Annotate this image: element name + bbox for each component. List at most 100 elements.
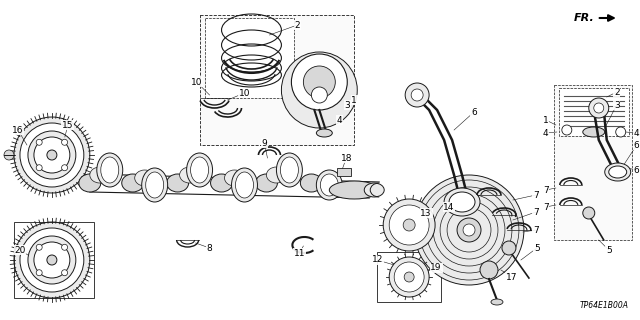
Bar (377, 252, 441, 302)
Text: 17: 17 (506, 273, 518, 282)
Circle shape (61, 270, 68, 276)
Text: 4: 4 (543, 129, 548, 138)
Circle shape (480, 261, 498, 279)
Ellipse shape (141, 168, 168, 202)
Circle shape (61, 244, 68, 250)
Ellipse shape (100, 157, 119, 183)
Ellipse shape (364, 183, 384, 197)
Circle shape (594, 103, 604, 113)
Bar (559, 88, 628, 136)
Circle shape (389, 257, 429, 297)
Ellipse shape (180, 167, 200, 183)
Text: 6: 6 (471, 108, 477, 116)
Circle shape (457, 218, 481, 242)
Text: 9: 9 (262, 139, 268, 148)
Text: 5: 5 (534, 244, 540, 252)
Text: 7: 7 (533, 207, 539, 217)
Ellipse shape (276, 153, 302, 187)
Text: 13: 13 (420, 209, 432, 218)
Circle shape (28, 236, 76, 284)
Text: FR.: FR. (574, 13, 595, 23)
Ellipse shape (609, 166, 627, 178)
Ellipse shape (122, 174, 144, 192)
Circle shape (403, 219, 415, 231)
Ellipse shape (166, 174, 189, 192)
Circle shape (36, 244, 42, 250)
Circle shape (20, 228, 84, 292)
Ellipse shape (232, 168, 257, 202)
Ellipse shape (187, 153, 212, 187)
Ellipse shape (255, 174, 277, 192)
Circle shape (589, 98, 609, 118)
Circle shape (463, 224, 475, 236)
Circle shape (502, 241, 516, 255)
Circle shape (36, 139, 42, 145)
Ellipse shape (444, 188, 480, 216)
Ellipse shape (135, 170, 155, 186)
Ellipse shape (266, 167, 287, 183)
Text: 6: 6 (634, 165, 639, 174)
Text: 12: 12 (372, 255, 383, 265)
Text: 19: 19 (430, 263, 442, 273)
Ellipse shape (191, 157, 209, 183)
Circle shape (47, 255, 57, 265)
Circle shape (411, 89, 423, 101)
Ellipse shape (97, 153, 123, 187)
Text: 3: 3 (614, 100, 620, 109)
Text: 8: 8 (207, 244, 212, 252)
Circle shape (4, 150, 14, 160)
Text: 15: 15 (62, 121, 74, 130)
Text: 7: 7 (533, 226, 539, 235)
Circle shape (34, 242, 70, 278)
Text: 7: 7 (533, 190, 539, 199)
Text: 3: 3 (344, 100, 350, 109)
Text: 4: 4 (337, 116, 342, 124)
Ellipse shape (146, 172, 164, 198)
Circle shape (36, 165, 42, 171)
Text: 2: 2 (294, 20, 300, 29)
Text: 2: 2 (614, 87, 620, 97)
Text: 10: 10 (239, 89, 250, 98)
Circle shape (562, 125, 572, 135)
Bar (200, 15, 355, 145)
Ellipse shape (316, 170, 342, 200)
Circle shape (291, 54, 348, 110)
Circle shape (28, 131, 76, 179)
Circle shape (389, 205, 429, 245)
Circle shape (583, 207, 595, 219)
Circle shape (20, 123, 84, 187)
Ellipse shape (236, 172, 253, 198)
Ellipse shape (449, 192, 475, 212)
Ellipse shape (605, 163, 630, 181)
Circle shape (311, 87, 327, 103)
Text: 20: 20 (14, 245, 26, 254)
Bar (205, 18, 294, 98)
Circle shape (47, 150, 57, 160)
Text: 1: 1 (351, 95, 357, 105)
Ellipse shape (316, 129, 332, 137)
Text: TP64E1B00A: TP64E1B00A (580, 301, 628, 310)
Text: 6: 6 (634, 140, 639, 149)
Text: 1: 1 (543, 116, 548, 124)
Text: 11: 11 (294, 249, 305, 258)
Circle shape (404, 272, 414, 282)
Circle shape (405, 83, 429, 107)
Text: 5: 5 (606, 245, 612, 254)
Circle shape (282, 52, 357, 128)
Circle shape (36, 270, 42, 276)
Circle shape (14, 222, 90, 298)
Circle shape (14, 117, 90, 193)
Text: 7: 7 (543, 186, 548, 195)
Ellipse shape (583, 127, 605, 137)
Ellipse shape (330, 181, 380, 199)
Bar (337, 168, 351, 176)
Bar (14, 222, 94, 298)
Ellipse shape (321, 174, 339, 196)
Circle shape (414, 175, 524, 285)
Text: 16: 16 (12, 125, 24, 134)
Ellipse shape (79, 174, 100, 192)
Text: 4: 4 (634, 129, 639, 138)
Ellipse shape (491, 299, 503, 305)
Circle shape (61, 165, 68, 171)
Ellipse shape (300, 174, 323, 192)
